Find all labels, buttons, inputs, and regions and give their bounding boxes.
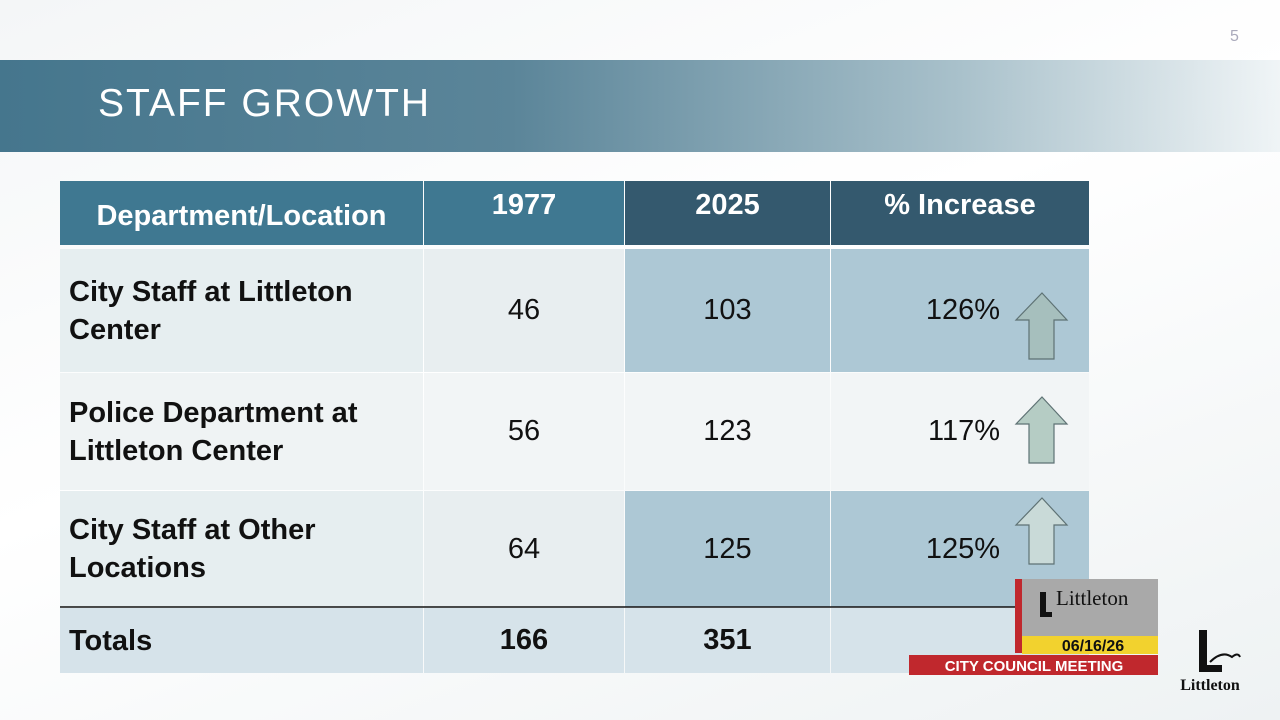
table-cell: City Staff at Littleton Center bbox=[60, 249, 423, 372]
table-cell: 64 bbox=[424, 491, 624, 607]
table-cell: 166 bbox=[424, 608, 624, 673]
overlay-date-band bbox=[1022, 636, 1158, 654]
table-cell: 46 bbox=[424, 249, 624, 372]
overlay-event: CITY COUNCIL MEETING bbox=[945, 658, 1124, 675]
table-cell: Totals bbox=[60, 608, 423, 673]
overlay-stripe bbox=[1015, 579, 1022, 653]
title-banner bbox=[0, 60, 1280, 152]
overlay-date: 06/16/26 bbox=[1062, 638, 1124, 655]
table-cell: 125 bbox=[625, 491, 830, 607]
overlay-event-bar bbox=[909, 655, 1158, 675]
table-cell: 2025 bbox=[625, 181, 830, 245]
slide-number: 5 bbox=[1230, 28, 1239, 45]
overlay-logo-text: Littleton bbox=[1056, 586, 1129, 610]
up-arrow bbox=[1014, 497, 1069, 565]
table-cell: Department/Location bbox=[60, 181, 423, 245]
table-cell: 56 bbox=[424, 373, 624, 490]
table-cell: City Staff at Other Locations bbox=[60, 491, 423, 607]
up-arrow bbox=[1014, 292, 1069, 360]
corner-logo-swoosh bbox=[1209, 653, 1241, 663]
table-cell: 351 bbox=[625, 608, 830, 673]
up-arrow bbox=[1014, 396, 1069, 464]
table-cell: 1977 bbox=[424, 181, 624, 245]
table-cell: 123 bbox=[625, 373, 830, 490]
corner-logo-text: Littleton bbox=[1180, 677, 1240, 694]
table-cell: % Increase bbox=[831, 181, 1089, 245]
table-cell: 103 bbox=[625, 249, 830, 372]
arrows bbox=[1014, 292, 1069, 565]
slide-title: STAFF GROWTH bbox=[98, 82, 432, 125]
table-cell: Police Department at Littleton Center bbox=[60, 373, 423, 490]
overlay-logo-mark bbox=[1040, 592, 1052, 617]
corner-logo-mark bbox=[1199, 630, 1222, 672]
